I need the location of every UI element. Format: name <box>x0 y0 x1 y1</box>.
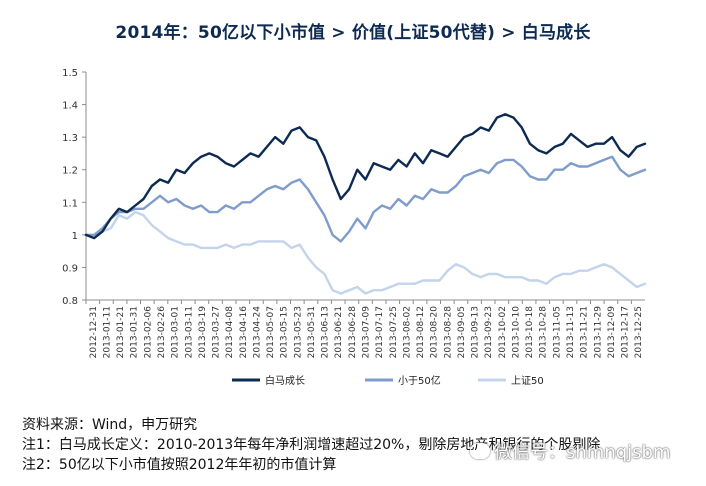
y-tick-label: 1.2 <box>62 166 78 177</box>
x-tick-label: 2013-01-31 <box>130 306 140 358</box>
x-tick-label: 2013-05-15 <box>280 306 290 358</box>
x-tick-label: 2013-10-18 <box>525 306 535 359</box>
x-tick-label: 2013-10-10 <box>511 306 521 359</box>
x-tick-label: 2013-03-27 <box>212 306 222 358</box>
x-tick-label: 2013-11-21 <box>580 306 590 358</box>
x-tick-label: 2013-12-09 <box>607 306 617 359</box>
x-tick-label: 2013-06-21 <box>334 306 344 358</box>
x-tick-label: 2012-12-31 <box>89 306 99 358</box>
x-tick-label: 2013-04-24 <box>252 306 262 359</box>
x-tick-label: 2013-07-09 <box>362 306 372 359</box>
x-tick-label: 2013-12-17 <box>621 306 631 358</box>
legend-label-1: 小于50亿 <box>398 374 441 387</box>
x-tick-label: 2013-04-08 <box>225 306 235 359</box>
watermark: 微信号：shmnqjsbm <box>470 438 671 464</box>
chart-title: 2014年：50亿以下小市值 > 价值(上证50代替) > 白马成长 <box>115 23 591 43</box>
y-tick-label: 1.3 <box>62 133 78 144</box>
x-tick-label: 2013-10-28 <box>539 306 549 359</box>
y-tick-label: 1 <box>72 231 78 242</box>
x-tick-label: 2013-10-02 <box>498 306 508 358</box>
x-tick-label: 2013-01-21 <box>116 306 126 358</box>
x-tick-label: 2013-09-23 <box>484 306 494 358</box>
x-tick-label: 2013-11-05 <box>552 306 562 358</box>
x-tick-label: 2013-08-02 <box>402 306 412 358</box>
x-tick-label: 2013-07-25 <box>389 306 399 358</box>
watermark-text: 微信号：shmnqjsbm <box>494 442 671 463</box>
note-1: 注1：白马成长定义：2010-2013年每年净利润增速超过20%，剔除房地产和银… <box>22 437 601 453</box>
x-tick-label: 2013-02-26 <box>157 306 167 359</box>
x-tick-label: 2013-06-28 <box>348 306 358 359</box>
x-tick-label: 2013-09-05 <box>457 306 467 358</box>
note-2: 注2：50亿以下小市值按照2012年年初的市值计算 <box>22 457 337 473</box>
x-tick-label: 2013-09-13 <box>471 306 481 358</box>
x-tick-label: 2013-02-06 <box>143 306 153 359</box>
x-tick-label: 2013-06-13 <box>321 306 331 358</box>
x-tick-label: 2013-04-16 <box>239 306 249 359</box>
wechat-icon <box>470 443 490 459</box>
x-tick-label: 2013-08-28 <box>443 306 453 359</box>
series-line-0 <box>84 113 647 240</box>
y-tick-label: 1.1 <box>62 198 78 209</box>
y-tick-label: 1.5 <box>62 68 78 79</box>
x-tick-label: 2013-08-12 <box>416 306 426 358</box>
y-tick-label: 0.8 <box>62 296 78 307</box>
y-tick-label: 1.4 <box>62 101 78 112</box>
x-tick-label: 2013-05-31 <box>307 306 317 358</box>
series-line-1 <box>84 155 647 243</box>
x-tick-label: 2013-12-25 <box>634 306 644 358</box>
y-tick-label: 0.9 <box>62 263 78 274</box>
x-tick-label: 2013-08-20 <box>430 306 440 359</box>
x-tick-label: 2013-01-11 <box>102 306 112 358</box>
x-tick-label: 2013-05-07 <box>266 306 276 358</box>
legend-label-2: 上证50 <box>511 375 544 387</box>
x-tick-label: 2013-03-01 <box>171 306 181 358</box>
footnotes: 资料来源：Wind，申万研究 注1：白马成长定义：2010-2013年每年净利润… <box>22 415 600 475</box>
legend-label-0: 白马成长 <box>265 374 305 387</box>
x-tick-label: 2013-03-19 <box>198 306 208 359</box>
x-tick-label: 2013-11-13 <box>566 306 576 358</box>
x-tick-label: 2013-11-29 <box>593 306 603 359</box>
x-tick-label: 2013-05-23 <box>293 306 303 358</box>
x-tick-label: 2013-03-11 <box>184 306 194 358</box>
x-tick-label: 2013-07-17 <box>375 306 385 358</box>
series-line-2 <box>84 210 647 295</box>
source-note: 资料来源：Wind，申万研究 <box>22 417 198 433</box>
